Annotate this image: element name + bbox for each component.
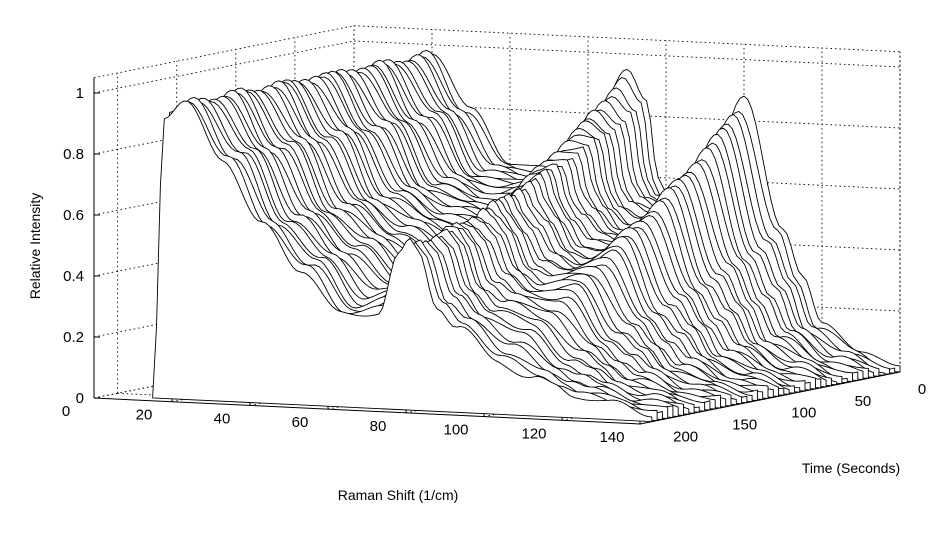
z-tick-label: 0.6	[63, 207, 84, 224]
y-tick-label: 100	[791, 405, 816, 422]
x-tick-label: 100	[443, 422, 468, 439]
z-tick-label: 0.4	[63, 268, 84, 285]
z-tick-label: 0.8	[63, 146, 84, 163]
x-tick-label: 40	[214, 410, 231, 427]
y-tick-label: 0	[918, 381, 926, 398]
x-tick-label: 120	[521, 425, 546, 442]
grid-line	[353, 25, 901, 53]
spectrum-trace	[152, 100, 653, 423]
z-tick-label: 0.2	[63, 329, 84, 346]
y-tick-label: 150	[732, 416, 757, 433]
y-axis-title: Time (Seconds)	[802, 460, 900, 476]
x-tick-label: 0	[62, 403, 70, 420]
x-tick-label: 80	[370, 418, 387, 435]
grid-line	[353, 40, 901, 68]
grid-line	[93, 40, 355, 94]
spectra-traces	[152, 49, 901, 423]
tick-labels: 0 0.2 0.4 0.6 0.8 1 0 20 40 60 80 100 120 140 0 50 100 15…	[62, 85, 926, 446]
x-axis	[93, 397, 641, 425]
z-axis-title: Relative Intensity	[27, 193, 43, 300]
x-tick-label: 140	[599, 429, 624, 446]
x-tick-label: 60	[292, 414, 309, 431]
grid-line	[93, 25, 355, 79]
x-tick-label: 20	[136, 407, 153, 424]
x-axis-title: Raman Shift (1/cm)	[338, 487, 459, 503]
z-tick-label: 1	[76, 85, 84, 102]
y-tick-label: 50	[855, 393, 872, 410]
y-tick-label: 200	[673, 428, 698, 445]
z-tick-label: 0	[76, 390, 84, 407]
